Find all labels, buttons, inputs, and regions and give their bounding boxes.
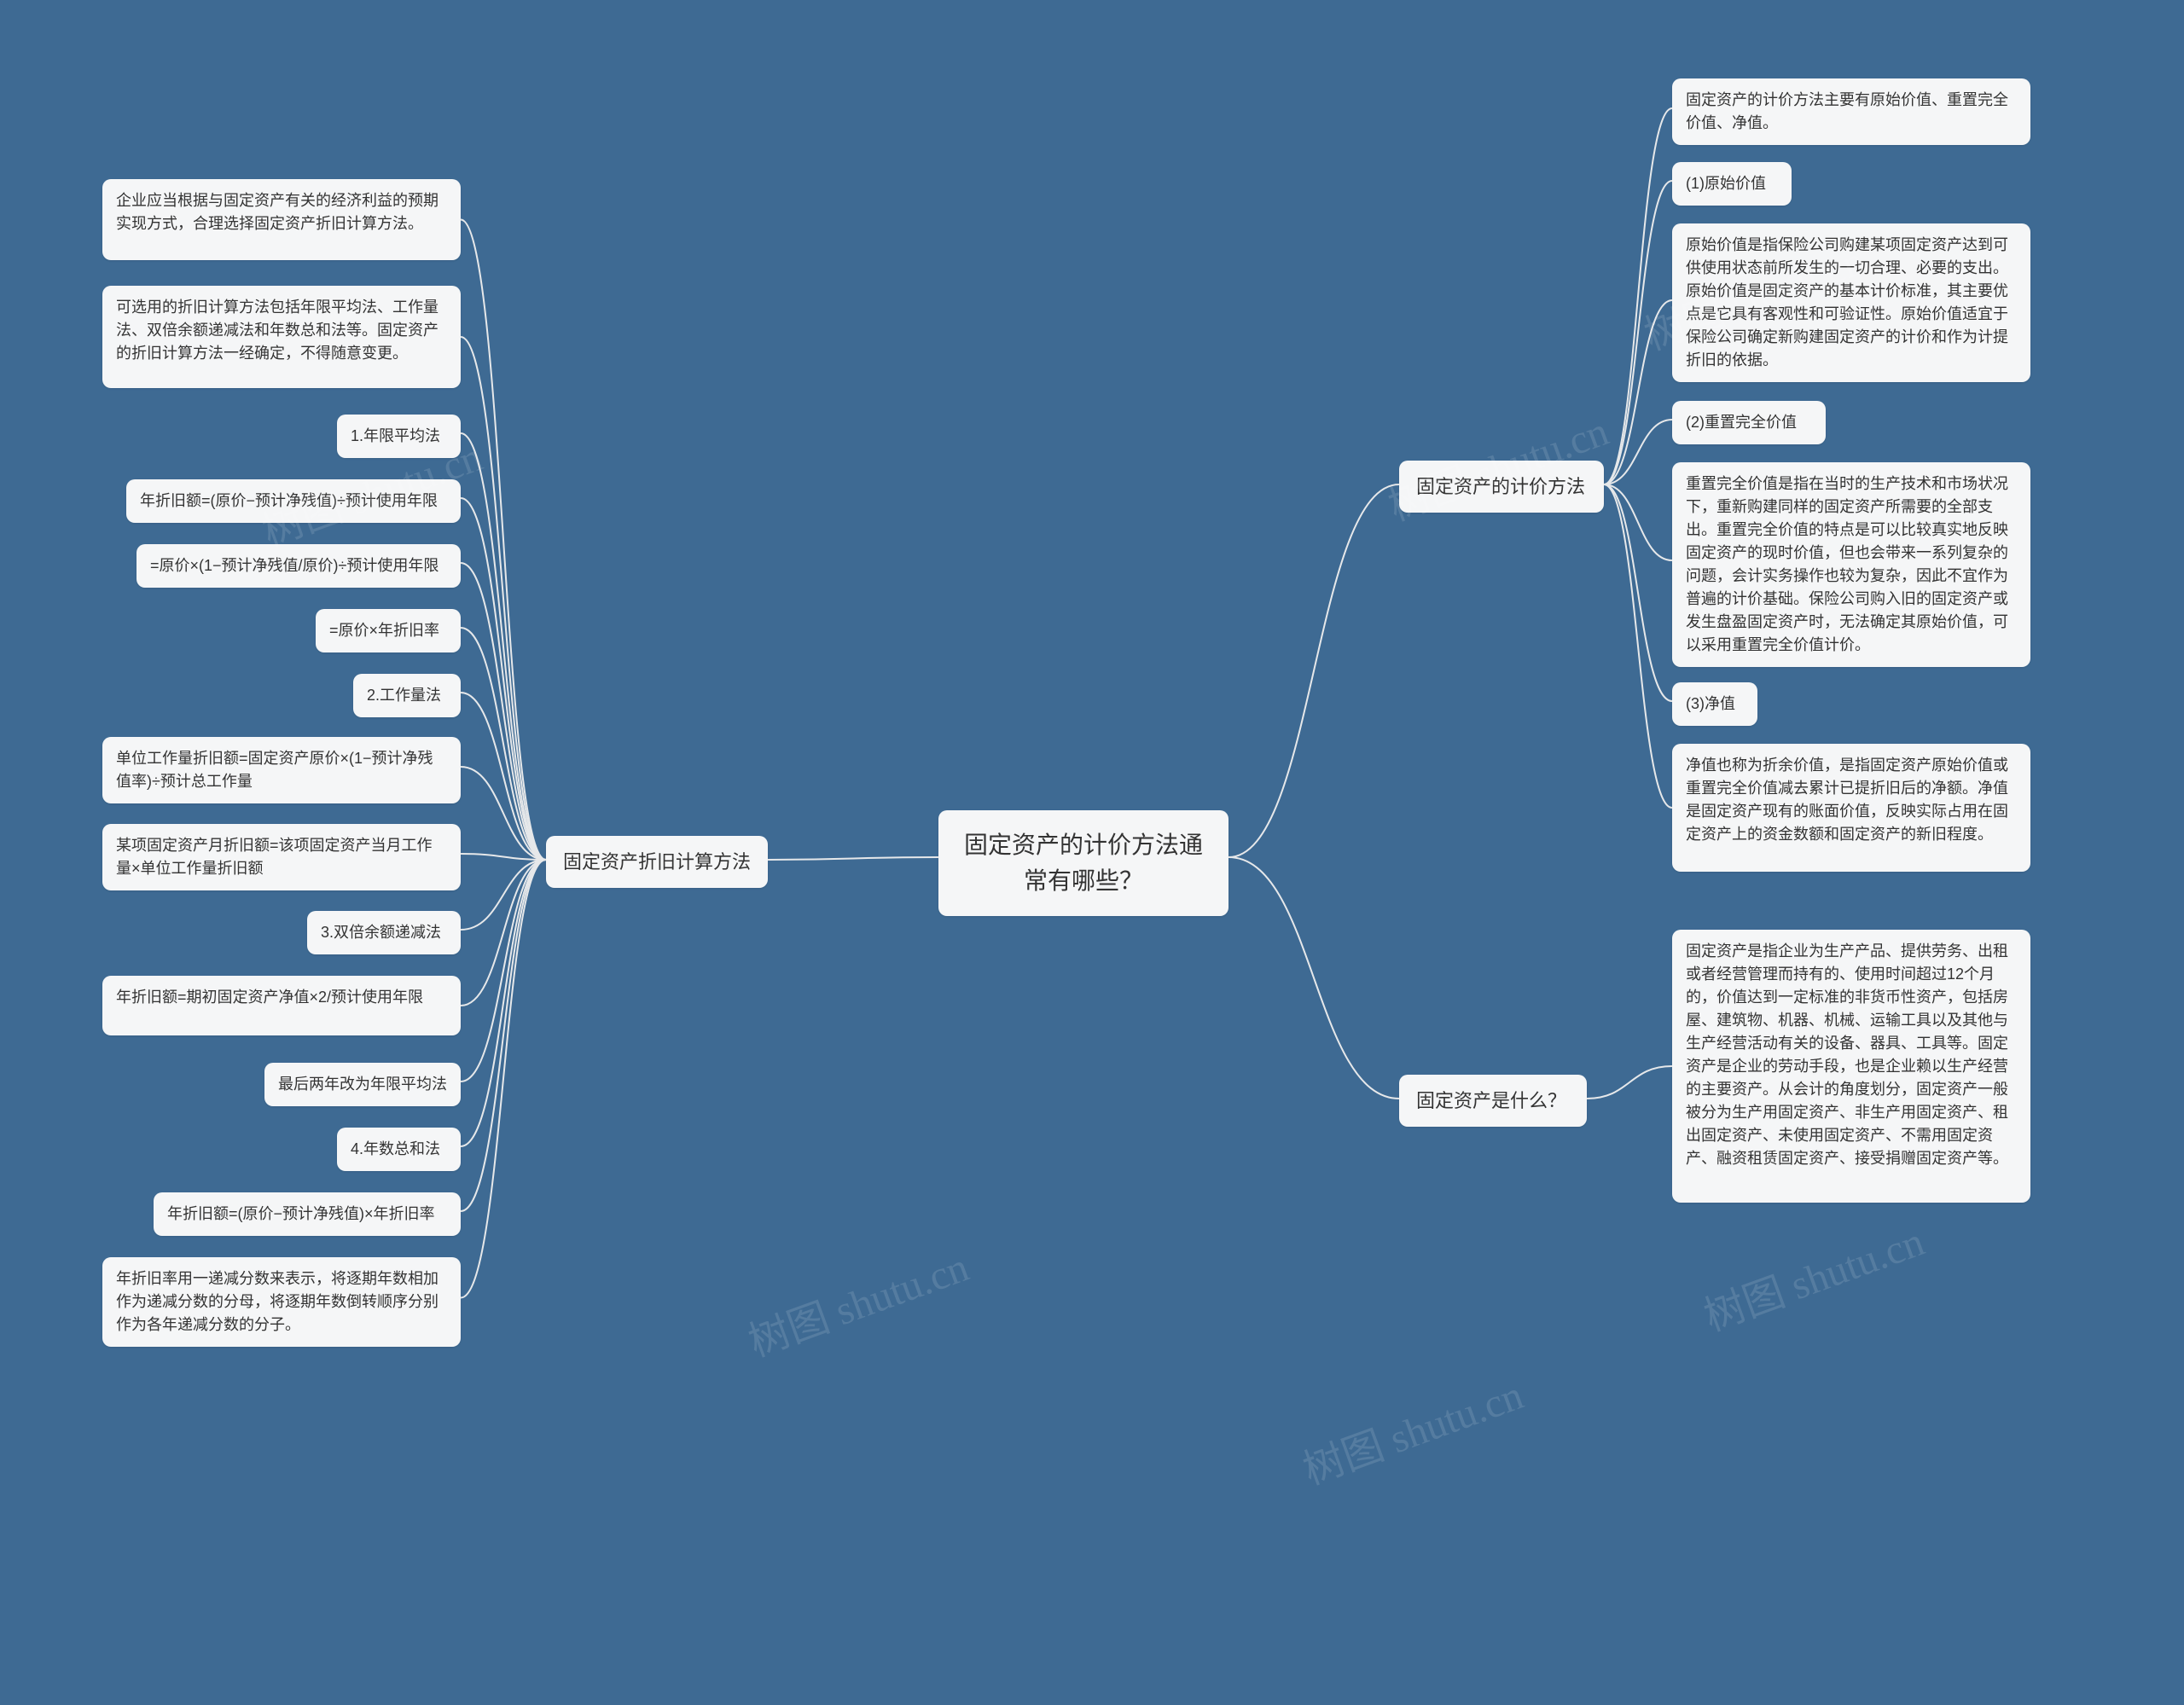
leaf-b3c12[interactable]: 最后两年改为年限平均法 — [264, 1063, 461, 1106]
leaf-b3c14-label: 年折旧额=(原价−预计净残值)×年折旧率 — [167, 1205, 435, 1222]
branch-b3[interactable]: 固定资产折旧计算方法 — [546, 836, 768, 888]
leaf-b3c7[interactable]: 2.工作量法 — [353, 674, 461, 717]
leaf-b3c8-label: 单位工作量折旧额=固定资产原价×(1−预计净残值率)÷预计总工作量 — [116, 750, 433, 790]
leaf-b3c4-label: 年折旧额=(原价−预计净残值)÷预计使用年限 — [140, 492, 438, 509]
leaf-b1c2-label: (1)原始价值 — [1686, 175, 1766, 192]
branch-b1[interactable]: 固定资产的计价方法 — [1399, 461, 1604, 513]
leaf-b3c3[interactable]: 1.年限平均法 — [337, 415, 461, 458]
watermark: 树图 shutu.cn — [739, 1233, 975, 1368]
leaf-b3c11-label: 年折旧额=期初固定资产净值×2/预计使用年限 — [116, 989, 423, 1006]
leaf-b3c15[interactable]: 年折旧率用一递减分数来表示，将逐期年数相加作为递减分数的分母，将逐期年数倒转顺序… — [102, 1257, 461, 1347]
leaf-b1c2[interactable]: (1)原始价值 — [1672, 162, 1792, 206]
leaf-b3c15-label: 年折旧率用一递减分数来表示，将逐期年数相加作为递减分数的分母，将逐期年数倒转顺序… — [116, 1270, 439, 1333]
branch-b2-label: 固定资产是什么？ — [1416, 1090, 1566, 1111]
root-node-label: 固定资产的计价方法通常有哪些？ — [964, 832, 1203, 894]
leaf-b1c7-label: 净值也称为折余价值，是指固定资产原始价值或重置完全价值减去累计已提折旧后的净额。… — [1686, 757, 2008, 843]
leaf-b3c13[interactable]: 4.年数总和法 — [337, 1128, 461, 1171]
leaf-b3c9[interactable]: 某项固定资产月折旧额=该项固定资产当月工作量×单位工作量折旧额 — [102, 824, 461, 890]
leaf-b1c7[interactable]: 净值也称为折余价值，是指固定资产原始价值或重置完全价值减去累计已提折旧后的净额。… — [1672, 744, 2030, 872]
leaf-b3c7-label: 2.工作量法 — [367, 687, 441, 704]
branch-b3-label: 固定资产折旧计算方法 — [563, 851, 751, 873]
leaf-b2c1-label: 固定资产是指企业为生产产品、提供劳务、出租或者经营管理而持有的、使用时间超过12… — [1686, 942, 2008, 1167]
leaf-b3c3-label: 1.年限平均法 — [351, 427, 440, 444]
leaf-b3c5[interactable]: =原价×(1−预计净残值/原价)÷预计使用年限 — [136, 544, 461, 588]
leaf-b3c1-label: 企业应当根据与固定资产有关的经济利益的预期实现方式，合理选择固定资产折旧计算方法… — [116, 192, 439, 232]
branch-b1-label: 固定资产的计价方法 — [1416, 476, 1585, 497]
leaf-b3c4[interactable]: 年折旧额=(原价−预计净残值)÷预计使用年限 — [126, 479, 461, 523]
leaf-b3c1[interactable]: 企业应当根据与固定资产有关的经济利益的预期实现方式，合理选择固定资产折旧计算方法… — [102, 179, 461, 260]
leaf-b3c11[interactable]: 年折旧额=期初固定资产净值×2/预计使用年限 — [102, 976, 461, 1035]
leaf-b1c6[interactable]: (3)净值 — [1672, 682, 1757, 726]
leaf-b3c2-label: 可选用的折旧计算方法包括年限平均法、工作量法、双倍余额递减法和年数总和法等。固定… — [116, 299, 439, 362]
leaf-b3c9-label: 某项固定资产月折旧额=该项固定资产当月工作量×单位工作量折旧额 — [116, 837, 433, 877]
watermark: 树图 shutu.cn — [1293, 1361, 1530, 1496]
leaf-b3c12-label: 最后两年改为年限平均法 — [278, 1076, 447, 1093]
leaf-b1c6-label: (3)净值 — [1686, 695, 1735, 712]
leaf-b3c6[interactable]: =原价×年折旧率 — [316, 609, 461, 652]
leaf-b2c1[interactable]: 固定资产是指企业为生产产品、提供劳务、出租或者经营管理而持有的、使用时间超过12… — [1672, 930, 2030, 1203]
leaf-b1c3[interactable]: 原始价值是指保险公司购建某项固定资产达到可供使用状态前所发生的一切合理、必要的支… — [1672, 223, 2030, 382]
leaf-b3c8[interactable]: 单位工作量折旧额=固定资产原价×(1−预计净残值率)÷预计总工作量 — [102, 737, 461, 803]
leaf-b3c13-label: 4.年数总和法 — [351, 1140, 440, 1157]
leaf-b3c10-label: 3.双倍余额递减法 — [321, 924, 441, 941]
leaf-b1c5[interactable]: 重置完全价值是指在当时的生产技术和市场状况下，重新购建同样的固定资产所需要的全部… — [1672, 462, 2030, 667]
branch-b2[interactable]: 固定资产是什么？ — [1399, 1075, 1587, 1127]
leaf-b1c1-label: 固定资产的计价方法主要有原始价值、重置完全价值、净值。 — [1686, 91, 2008, 131]
leaf-b3c14[interactable]: 年折旧额=(原价−预计净残值)×年折旧率 — [154, 1192, 461, 1236]
leaf-b3c6-label: =原价×年折旧率 — [329, 622, 439, 639]
leaf-b1c4[interactable]: (2)重置完全价值 — [1672, 401, 1826, 444]
leaf-b1c3-label: 原始价值是指保险公司购建某项固定资产达到可供使用状态前所发生的一切合理、必要的支… — [1686, 236, 2008, 368]
leaf-b1c5-label: 重置完全价值是指在当时的生产技术和市场状况下，重新购建同样的固定资产所需要的全部… — [1686, 475, 2008, 653]
root-node[interactable]: 固定资产的计价方法通常有哪些？ — [938, 810, 1228, 916]
leaf-b1c1[interactable]: 固定资产的计价方法主要有原始价值、重置完全价值、净值。 — [1672, 78, 2030, 145]
watermark: 树图 shutu.cn — [1694, 1208, 1931, 1343]
leaf-b3c10[interactable]: 3.双倍余额递减法 — [307, 911, 461, 954]
leaf-b1c4-label: (2)重置完全价值 — [1686, 414, 1797, 431]
leaf-b3c2[interactable]: 可选用的折旧计算方法包括年限平均法、工作量法、双倍余额递减法和年数总和法等。固定… — [102, 286, 461, 388]
leaf-b3c5-label: =原价×(1−预计净残值/原价)÷预计使用年限 — [150, 557, 439, 574]
